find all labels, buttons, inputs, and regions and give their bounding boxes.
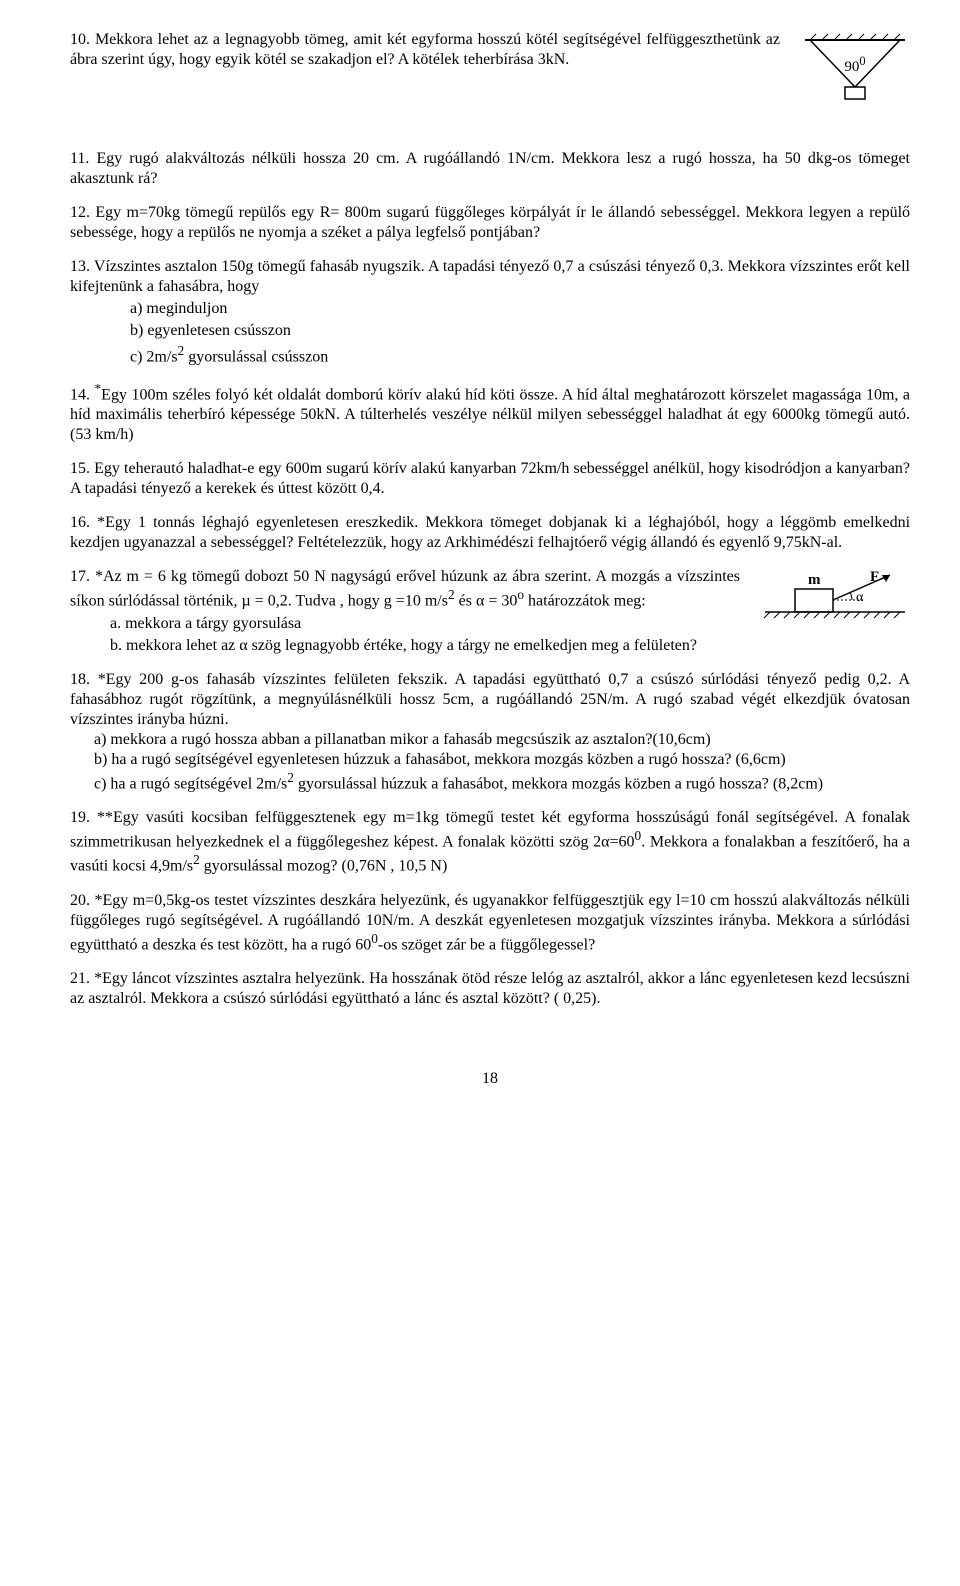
problem-text: *Egy 200 g-os fahasáb vízszintes felület… [70,671,910,728]
problem-number: 18. [70,671,90,688]
label-m: m [808,572,821,588]
problem-14: 14. *Egy 100m széles folyó két oldalát d… [70,381,910,445]
problem-number: 21. [70,970,90,987]
problem-text: Egy 100m széles folyó két oldalát dombor… [70,386,910,443]
problem-17-diagram: m F α [760,567,910,627]
problem-18: 18. *Egy 200 g-os fahasáb vízszintes fel… [70,670,910,794]
diagram-10-angle: 900 [800,54,910,77]
problem-19: 19. **Egy vasúti kocsiban felfüggesztene… [70,808,910,877]
p13-a: a) meginduljon [70,299,910,319]
label-alpha: α [856,590,864,605]
problem-text: Egy teherautó haladhat-e egy 600m sugarú… [70,460,910,497]
p13-b: b) egyenletesen csússzon [70,321,910,341]
problem-number: 20. [70,892,90,909]
problem-10-diagram: 900 [800,32,910,135]
problem-number: 19. [70,809,90,826]
problem-text: Egy m=70kg tömegű repülős egy R= 800m su… [70,204,910,241]
problem-17: m F α 17. *Az m = 6 kg tömegű dobozt 50 … [70,567,910,655]
problem-number: 15. [70,460,90,477]
problem-12: 12. Egy m=70kg tömegű repülős egy R= 800… [70,203,910,243]
label-F: F [870,569,879,585]
problem-number: 14. [70,386,90,403]
problem-number: 13. [70,258,90,275]
p18-b: b) ha a rugó segítségével egyenletesen h… [70,750,910,770]
problem-16: 16. *Egy 1 tonnás léghajó egyenletesen e… [70,513,910,553]
problem-text: Mekkora lehet az a legnagyobb tömeg, ami… [70,31,780,68]
problem-20: 20. *Egy m=0,5kg-os testet vízszintes de… [70,891,910,955]
problem-15: 15. Egy teherautó haladhat-e egy 600m su… [70,459,910,499]
p13-c: c) 2m/s2 gyorsulással csússzon [70,343,910,367]
problem-number: 10. [70,31,90,48]
problem-10: 900 10. Mekkora lehet az a legnagyobb tö… [70,30,910,135]
diagram-17-svg: m F α [760,567,910,627]
p17-b: b. mekkora lehet az α szög legnagyobb ér… [70,636,910,656]
page-number: 18 [70,1069,910,1089]
problem-text: Vízszintes asztalon 150g tömegű fahasáb … [70,258,910,295]
problem-text: Egy rugó alakváltozás nélküli hossza 20 … [70,150,910,187]
problem-text: *Egy 1 tonnás léghajó egyenletesen eresz… [70,514,910,551]
problem-number: 12. [70,204,90,221]
problem-number: 11. [70,150,89,167]
problem-13: 13. Vízszintes asztalon 150g tömegű faha… [70,257,910,367]
problem-21: 21. *Egy láncot vízszintes asztalra hely… [70,969,910,1009]
problem-number: 17. [70,568,90,585]
problem-11: 11. Egy rugó alakváltozás nélküli hossza… [70,149,910,189]
p18-c: c) ha a rugó segítségével 2m/s2 gyorsulá… [70,770,910,794]
problem-text: *Egy láncot vízszintes asztalra helyezün… [70,970,910,1007]
p18-a: a) mekkora a rugó hossza abban a pillana… [70,730,910,750]
problem-number: 16. [70,514,90,531]
